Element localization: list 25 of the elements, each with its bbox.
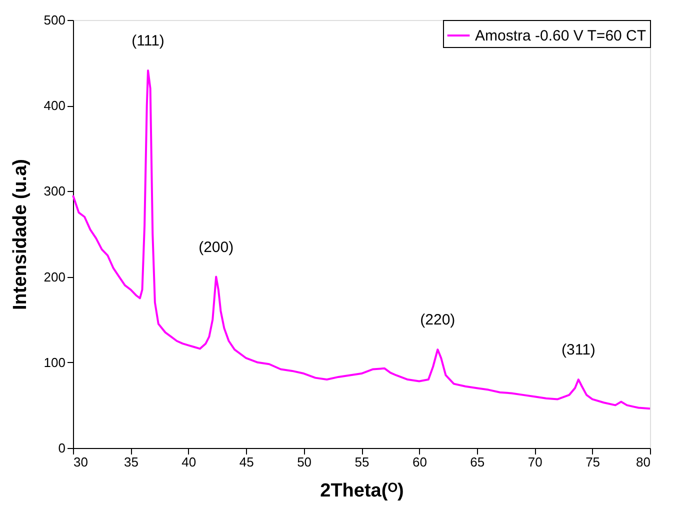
y-tick-label: 200: [44, 269, 66, 284]
x-tick-label: 60: [412, 454, 427, 470]
annotation: (311): [562, 342, 596, 359]
x-axis-title: 2Theta(ᴼ): [320, 480, 404, 502]
y-tick-label: 300: [44, 184, 66, 199]
x-tick-label: 65: [470, 454, 485, 470]
annotation: (200): [198, 238, 234, 256]
annotation: (111): [132, 32, 164, 50]
y-tick-label: 100: [44, 354, 66, 370]
x-tick-label: 80: [636, 454, 650, 470]
x-tick-label: 70: [528, 454, 542, 470]
x-tick-label: 75: [586, 454, 600, 470]
y-tick-label: 400: [44, 98, 66, 114]
x-tick-label: 45: [239, 454, 254, 470]
x-tick-label: 40: [182, 454, 196, 470]
legend-label: Amostra -0.60 V T=60 CT: [475, 28, 646, 44]
x-tick-label: 30: [74, 454, 88, 470]
y-axis-title: Intensidade (u.a): [10, 159, 31, 310]
line-series: [72, 70, 651, 410]
y-tick-label: 0: [58, 440, 66, 456]
x-tick-label: 55: [354, 454, 370, 470]
x-tick-label: 50: [297, 454, 312, 470]
x-tick-label: 35: [124, 454, 138, 470]
y-tick-label: 500: [44, 12, 66, 28]
annotation: (220): [420, 312, 456, 329]
